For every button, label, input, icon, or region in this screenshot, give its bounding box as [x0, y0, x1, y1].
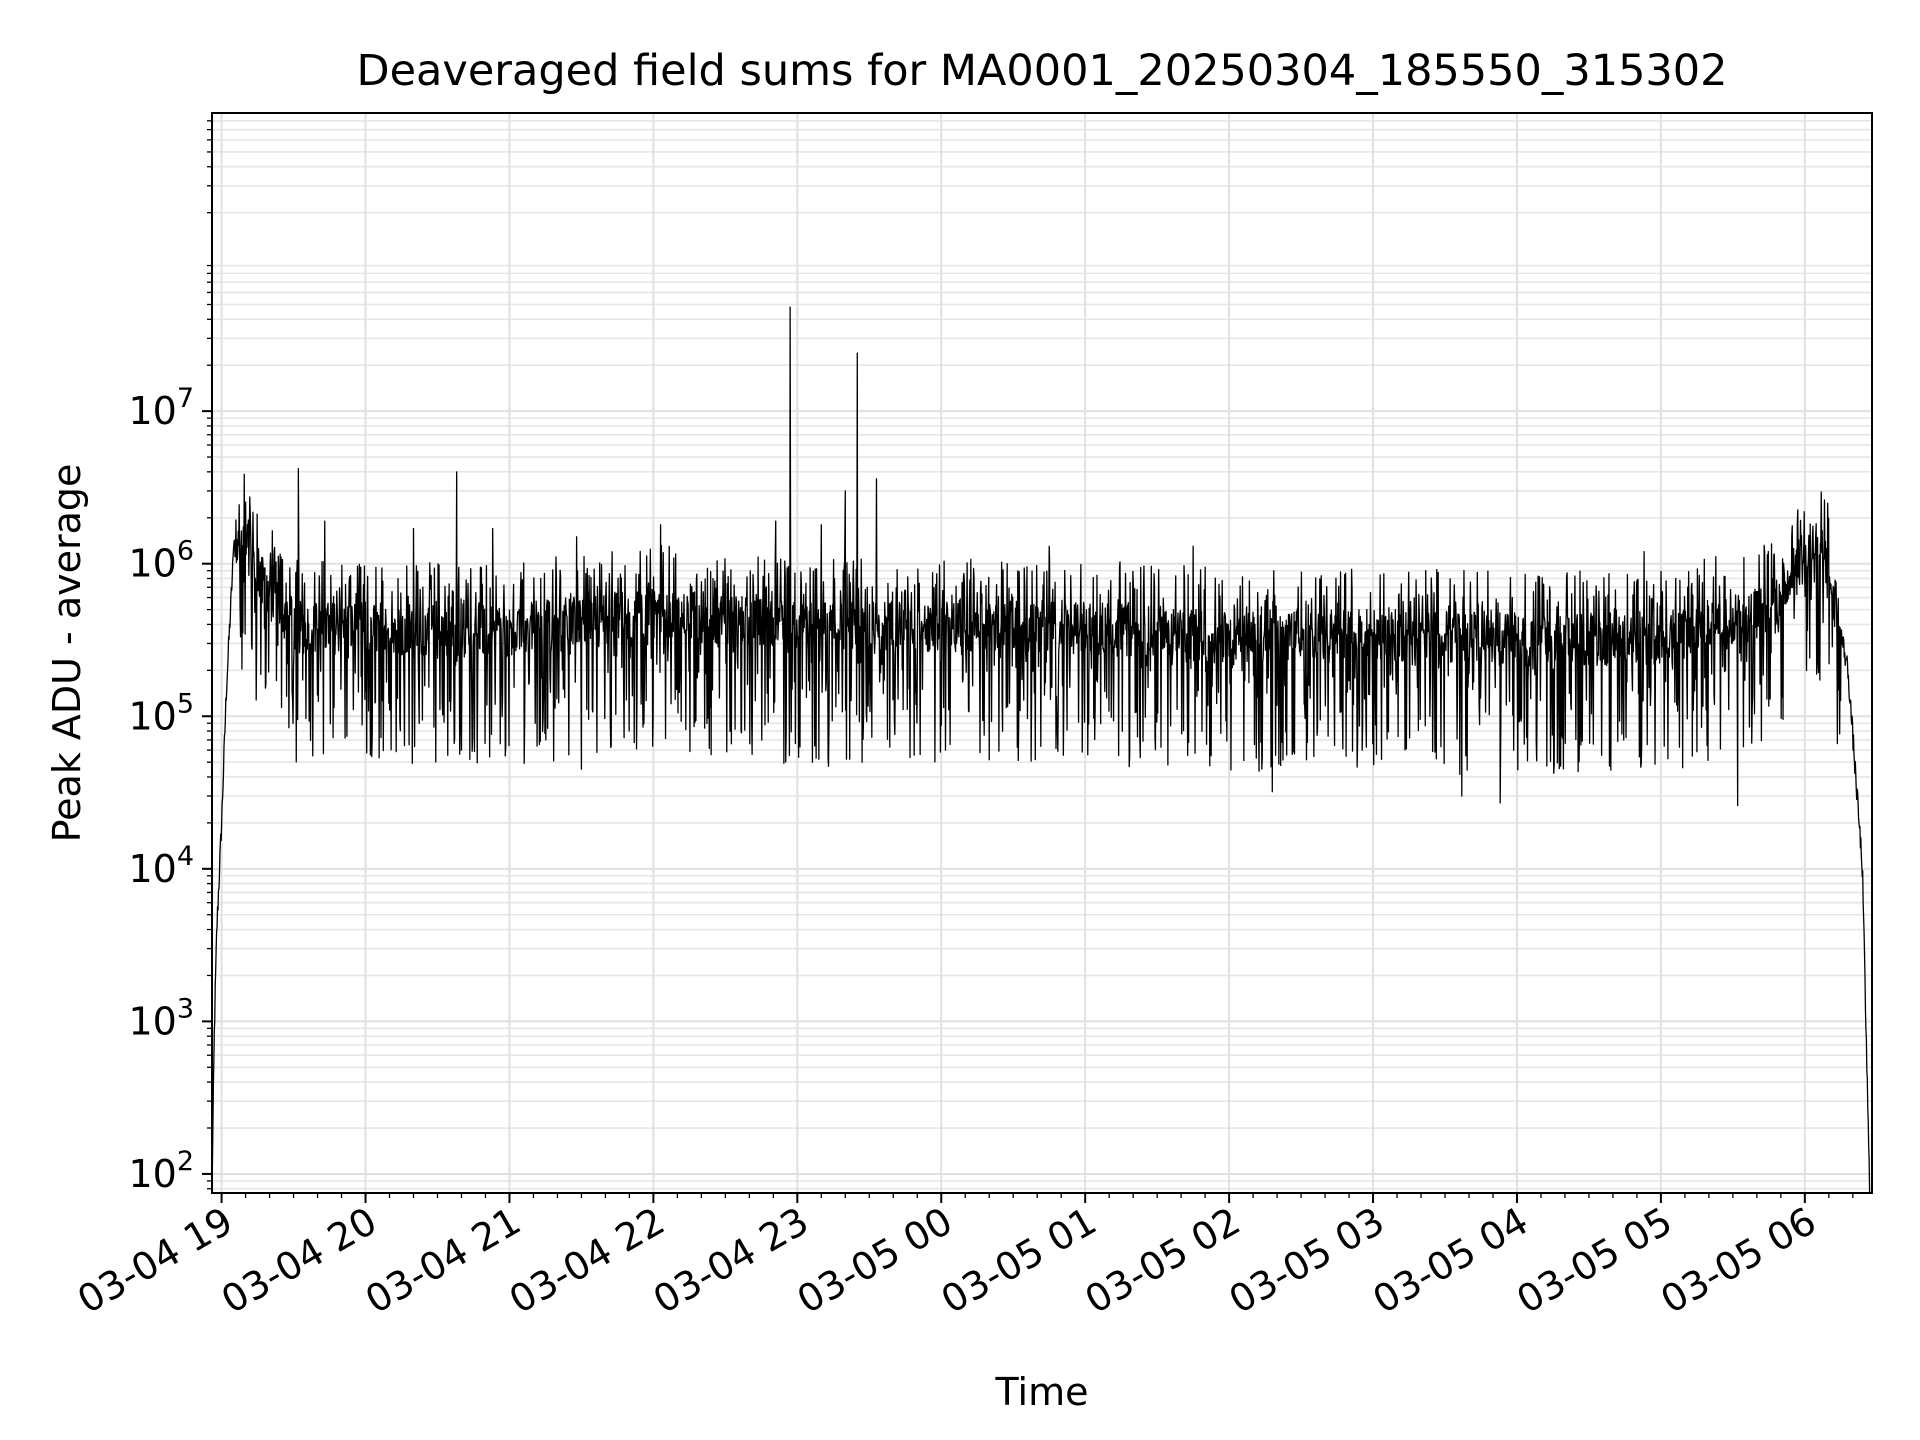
y-axis-label: Peak ADU - average [45, 464, 89, 843]
series-line [211, 306, 1871, 1194]
minor-gridlines [212, 120, 1872, 1190]
chart-title: Deaveraged field sums for MA0001_2025030… [356, 46, 1727, 96]
plot-frame [211, 112, 1873, 1194]
y-tick-label: 104 [128, 841, 194, 891]
series-layer [211, 306, 1871, 1194]
y-tick-label: 107 [128, 383, 194, 433]
x-axis-label: Time [995, 1370, 1089, 1414]
y-tick-label: 103 [128, 993, 194, 1043]
y-tick-label: 105 [128, 688, 194, 738]
y-tick-label: 106 [128, 536, 194, 586]
y-axis: 102 103 104 105 106 107 [128, 120, 212, 1196]
y-tick-label: 102 [128, 1146, 194, 1196]
